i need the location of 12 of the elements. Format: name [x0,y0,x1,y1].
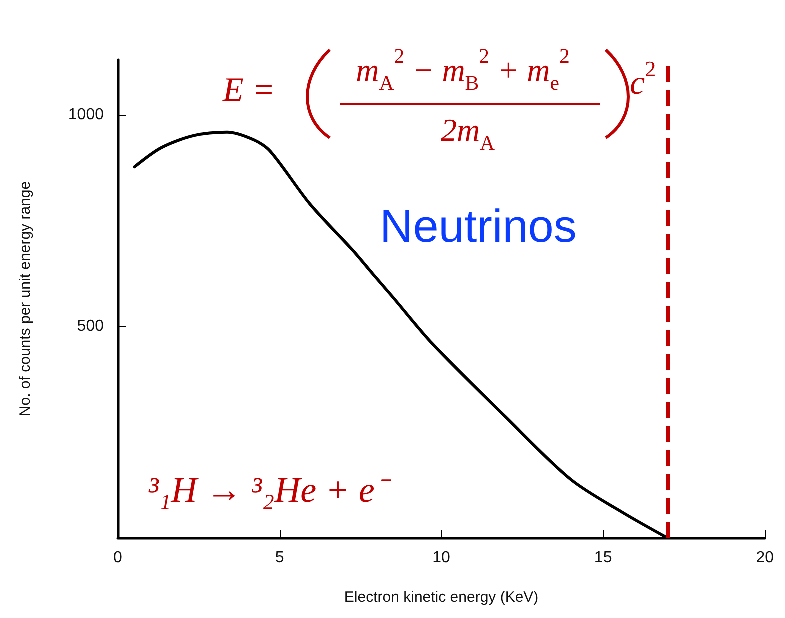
x-tick-label: 5 [275,550,284,566]
x-tick-label: 20 [756,550,774,566]
annotation: Neutrinos [380,200,577,252]
x-axis-title: Electron kinetic energy (KeV) [344,589,539,606]
annotation: ³₁H → ³₂He + e⁻ [148,470,392,510]
x-tick-label: 15 [594,550,612,566]
x-tick-label: 10 [432,550,451,566]
annotation: E = [222,72,276,109]
y-tick-label: 500 [77,318,104,335]
x-tick-label: 0 [114,550,123,566]
y-tick-label: 1000 [68,106,104,124]
y-axis-title: No. of counts per unit energy range [17,181,34,417]
